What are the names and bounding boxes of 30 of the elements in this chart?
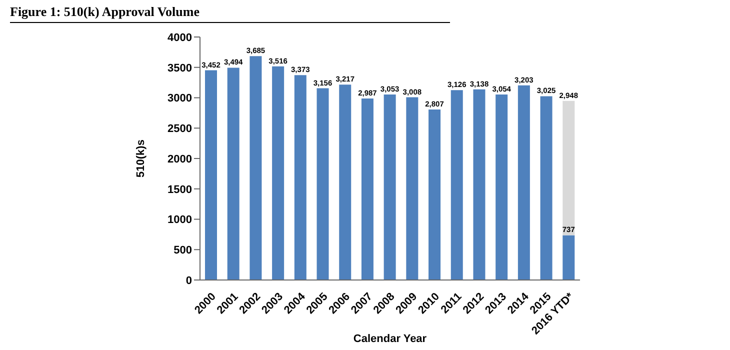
y-tick-label: 1500	[168, 184, 192, 196]
bar	[450, 90, 463, 280]
y-tick-label: 2000	[168, 153, 192, 166]
bar	[518, 85, 530, 280]
bar	[205, 70, 217, 280]
y-tick-label: 3000	[168, 92, 192, 105]
y-axis-title: 510(k)s	[134, 140, 147, 178]
y-tick-label: 1000	[168, 214, 192, 226]
bar	[562, 100, 575, 236]
x-axis-title: Calendar Year	[353, 333, 428, 345]
bar	[294, 75, 306, 280]
bar	[227, 68, 240, 280]
bar	[250, 56, 262, 280]
bar	[384, 94, 396, 280]
bar	[361, 98, 374, 280]
y-tick-label: 3500	[168, 62, 192, 74]
bar	[272, 66, 284, 280]
bar	[496, 94, 508, 280]
bar	[473, 89, 486, 280]
bar	[339, 84, 352, 280]
chart-title: Figure 1: 510(k) Approval Volume	[10, 4, 450, 23]
bar	[316, 88, 329, 280]
bar	[428, 109, 441, 280]
bar	[406, 97, 418, 280]
y-tick-label: 500	[174, 244, 192, 257]
bar	[540, 96, 552, 280]
y-tick-label: 0	[186, 274, 192, 287]
bar	[562, 235, 575, 280]
y-tick-label: 4000	[168, 32, 192, 44]
y-tick-label: 2500	[168, 123, 192, 136]
